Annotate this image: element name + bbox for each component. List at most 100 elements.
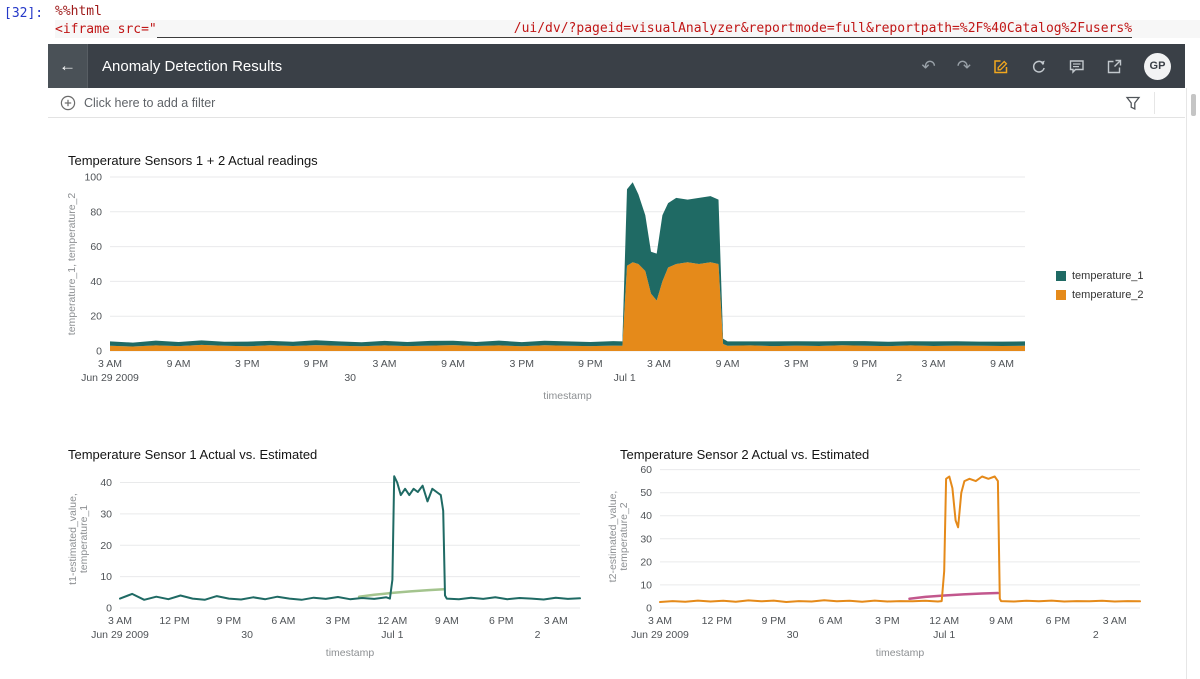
add-filter-label: Click here to add a filter [84, 95, 216, 110]
scrollbar-track[interactable] [1186, 88, 1199, 679]
svg-text:0: 0 [96, 346, 102, 358]
svg-text:3 PM: 3 PM [510, 358, 535, 370]
edit-button[interactable] [992, 58, 1009, 75]
svg-text:9 PM: 9 PM [853, 358, 878, 370]
svg-text:timestamp: timestamp [543, 390, 592, 402]
svg-text:Jul 1: Jul 1 [614, 372, 636, 384]
svg-text:40: 40 [640, 510, 652, 522]
svg-text:9 AM: 9 AM [167, 358, 191, 370]
svg-text:9 AM: 9 AM [716, 358, 740, 370]
svg-text:9 PM: 9 PM [578, 358, 603, 370]
filter-bar: Click here to add a filter [48, 88, 1185, 118]
svg-text:30: 30 [241, 629, 253, 641]
svg-text:12 AM: 12 AM [378, 615, 408, 627]
svg-text:6 PM: 6 PM [1046, 615, 1071, 627]
svg-text:3 PM: 3 PM [326, 615, 351, 627]
iframe-src-attribute: <iframe src=" [55, 22, 157, 37]
svg-text:timestamp: timestamp [876, 647, 925, 659]
svg-text:3 AM: 3 AM [1103, 615, 1127, 627]
svg-text:9 AM: 9 AM [990, 358, 1014, 370]
filter-options-button[interactable] [1125, 95, 1141, 116]
svg-text:t1-estimated_value,: t1-estimated_value, [67, 493, 79, 585]
redo-icon: ↷ [956, 56, 971, 76]
svg-text:0: 0 [646, 603, 652, 615]
svg-text:12 AM: 12 AM [929, 615, 959, 627]
svg-text:Jun 29 2009: Jun 29 2009 [81, 372, 139, 384]
svg-text:20: 20 [90, 311, 102, 323]
chart-title: Temperature Sensors 1 + 2 Actual reading… [68, 152, 318, 168]
svg-text:3 AM: 3 AM [647, 358, 671, 370]
divider [1154, 92, 1155, 114]
legend-item-temperature-2[interactable]: temperature_2 [1056, 289, 1144, 301]
svg-text:Jun 29 2009: Jun 29 2009 [91, 629, 149, 641]
svg-text:60: 60 [640, 464, 652, 476]
legend-item-temperature-1[interactable]: temperature_1 [1056, 270, 1144, 282]
user-avatar[interactable]: GP [1144, 52, 1171, 80]
svg-text:6 AM: 6 AM [819, 615, 843, 627]
refresh-data-icon [1032, 60, 1045, 73]
code-editor[interactable]: %%html <iframe src=" /ui/dv/?pageid=visu… [55, 4, 1200, 38]
open-in-new-button[interactable] [1106, 58, 1123, 75]
plus-circle-icon [60, 95, 76, 110]
analytics-app-frame: ← Anomaly Detection Results ↶ ↷ [48, 44, 1185, 679]
execution-count: [32]: [4, 6, 44, 21]
svg-text:12 PM: 12 PM [702, 615, 732, 627]
legend-swatch [1056, 290, 1066, 300]
svg-text:3 PM: 3 PM [784, 358, 809, 370]
comment-icon [1069, 59, 1084, 74]
svg-text:30: 30 [100, 508, 112, 520]
svg-text:2: 2 [1093, 629, 1099, 641]
svg-text:3 AM: 3 AM [544, 615, 568, 627]
svg-text:9 AM: 9 AM [441, 358, 465, 370]
svg-text:Jul 1: Jul 1 [381, 629, 403, 641]
svg-text:9 PM: 9 PM [304, 358, 329, 370]
svg-text:80: 80 [90, 206, 102, 218]
page-title: Anomaly Detection Results [102, 57, 283, 75]
legend-swatch [1056, 271, 1066, 281]
svg-text:20: 20 [640, 556, 652, 568]
iframe-code-line: <iframe src=" /ui/dv/?pageid=visualAnaly… [55, 20, 1200, 38]
svg-text:t2-estimated_value,: t2-estimated_value, [607, 491, 619, 583]
svg-text:temperature_1, temperature_2: temperature_1, temperature_2 [66, 193, 78, 336]
refresh-data-button[interactable] [1030, 58, 1047, 75]
add-filter-button[interactable]: Click here to add a filter [60, 95, 215, 111]
svg-text:3 AM: 3 AM [98, 358, 122, 370]
svg-text:6 AM: 6 AM [271, 615, 295, 627]
chart-title: Temperature Sensor 1 Actual vs. Estimate… [68, 446, 318, 462]
svg-text:3 AM: 3 AM [108, 615, 132, 627]
svg-text:40: 40 [90, 276, 102, 288]
area-chart-canvas[interactable]: 0 20 40 60 80 100 3 AM 9 AM 3 PM 9 PM 3 AM 9 AM 3 PM… [60, 154, 1100, 414]
line-chart-canvas[interactable]: 0 10 20 30 40 50 60 3 AM 12 PM 9 PM 6 AM 3 PM 12 AM 9… [600, 450, 1185, 675]
scrollbar-thumb[interactable] [1191, 94, 1196, 116]
svg-text:9 PM: 9 PM [217, 615, 242, 627]
svg-text:50: 50 [640, 487, 652, 499]
back-arrow-icon: ← [59, 56, 76, 75]
svg-text:10: 10 [100, 571, 112, 583]
svg-text:3 AM: 3 AM [648, 615, 672, 627]
undo-button[interactable]: ↶ [922, 58, 936, 75]
line-chart-canvas[interactable]: 0 10 20 30 40 3 AM 12 PM 9 PM 6 AM 3 PM 12 AM 9 AM 6… [60, 450, 600, 675]
svg-text:temperature_1: temperature_1 [78, 505, 90, 573]
back-button[interactable]: ← [48, 44, 88, 88]
svg-text:3 AM: 3 AM [922, 358, 946, 370]
svg-text:0: 0 [106, 603, 112, 615]
svg-text:6 PM: 6 PM [489, 615, 514, 627]
svg-text:9 PM: 9 PM [761, 615, 786, 627]
header-toolbar: ↶ ↷ [922, 52, 1186, 80]
svg-text:3 PM: 3 PM [875, 615, 900, 627]
magic-command-line: %%html [55, 4, 102, 19]
open-in-new-icon [1107, 59, 1122, 73]
svg-text:Jul 1: Jul 1 [933, 629, 955, 641]
redo-button[interactable]: ↷ [957, 58, 971, 75]
svg-text:60: 60 [90, 241, 102, 253]
chart-title: Temperature Sensor 2 Actual vs. Estimate… [620, 446, 870, 462]
legend-label: temperature_1 [1072, 270, 1144, 282]
svg-text:temperature_2: temperature_2 [618, 502, 630, 570]
svg-text:2: 2 [535, 629, 541, 641]
redacted-url-host [156, 24, 514, 38]
chart-legend: temperature_1 temperature_2 [1056, 270, 1144, 308]
svg-text:Jun 29 2009: Jun 29 2009 [631, 629, 689, 641]
svg-text:9 AM: 9 AM [989, 615, 1013, 627]
svg-text:timestamp: timestamp [326, 647, 375, 659]
comment-button[interactable] [1068, 58, 1085, 75]
